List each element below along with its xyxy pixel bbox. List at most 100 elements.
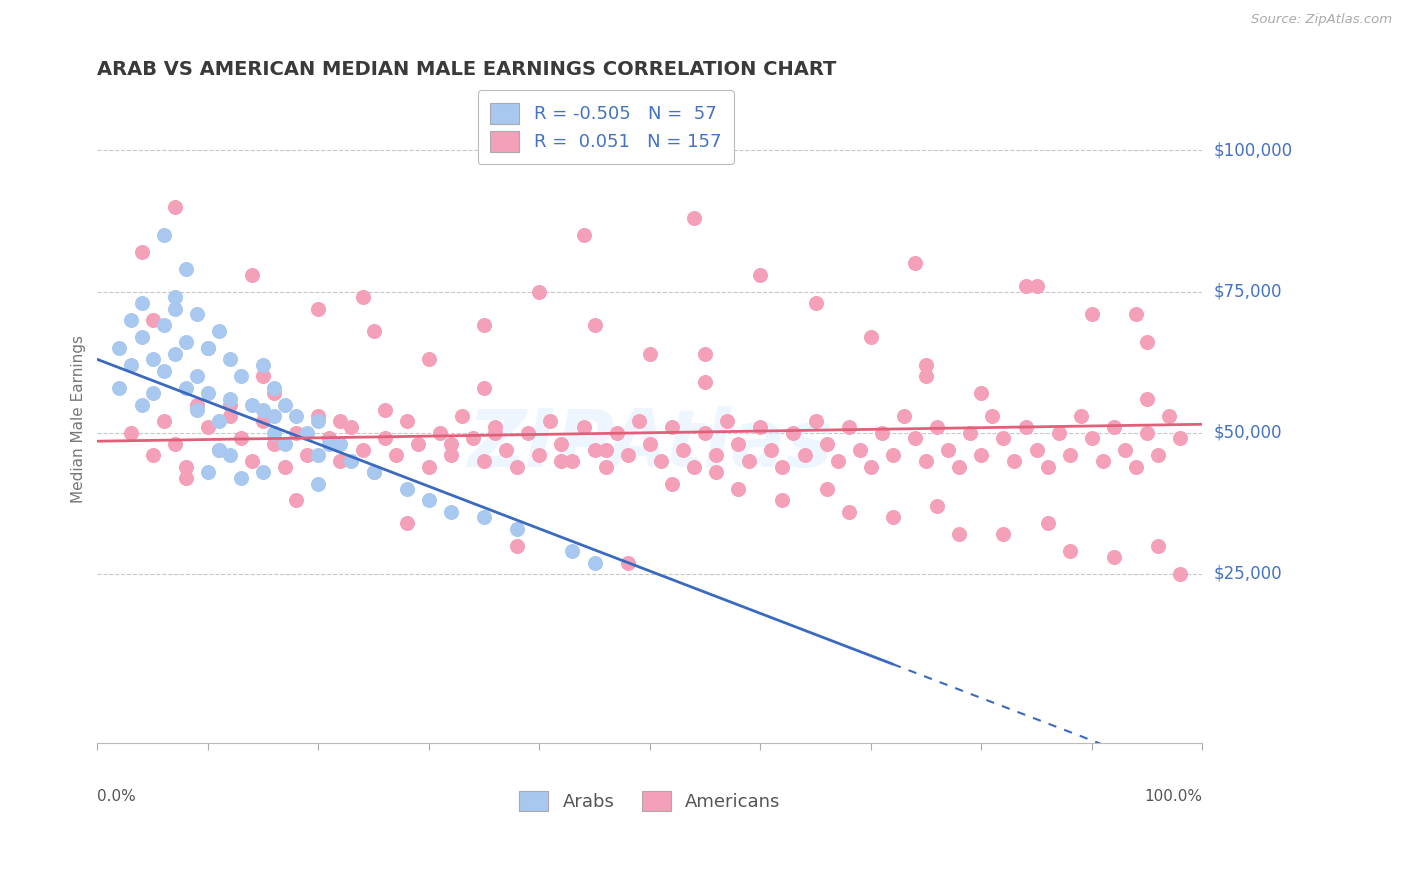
Point <box>904 431 927 445</box>
Point <box>219 352 242 367</box>
Point <box>727 437 749 451</box>
Point <box>208 442 231 457</box>
Point <box>1168 431 1191 445</box>
Point <box>174 262 197 277</box>
Point <box>1147 448 1170 462</box>
Point <box>1159 409 1181 423</box>
Point <box>1036 516 1059 530</box>
Point <box>219 448 242 462</box>
Point <box>219 409 242 423</box>
Point <box>683 459 706 474</box>
Point <box>1081 431 1104 445</box>
Point <box>1014 279 1036 293</box>
Point <box>363 465 385 479</box>
Point <box>208 414 231 428</box>
Point <box>472 381 495 395</box>
Point <box>142 313 165 327</box>
Point <box>229 369 252 384</box>
Text: ZIPAtlas: ZIPAtlas <box>467 406 832 483</box>
Point <box>274 437 297 451</box>
Point <box>352 290 374 304</box>
Point <box>1081 307 1104 321</box>
Point <box>981 409 1004 423</box>
Point <box>163 347 186 361</box>
Point <box>827 454 849 468</box>
Point <box>936 442 959 457</box>
Point <box>1125 307 1147 321</box>
Point <box>307 409 329 423</box>
Point <box>1136 425 1159 440</box>
Point <box>838 420 860 434</box>
Point <box>1102 549 1125 564</box>
Point <box>274 397 297 411</box>
Point <box>252 369 274 384</box>
Point <box>638 347 661 361</box>
Point <box>484 420 506 434</box>
Point <box>772 459 794 474</box>
Y-axis label: Median Male Earnings: Median Male Earnings <box>72 334 86 502</box>
Point <box>307 476 329 491</box>
Point <box>704 448 727 462</box>
Point <box>163 301 186 316</box>
Point <box>363 324 385 338</box>
Point <box>307 301 329 316</box>
Point <box>859 459 882 474</box>
Point <box>693 375 716 389</box>
Point <box>595 442 617 457</box>
Point <box>749 420 772 434</box>
Point <box>252 465 274 479</box>
Point <box>329 454 352 468</box>
Point <box>352 442 374 457</box>
Point <box>186 403 208 417</box>
Point <box>893 409 915 423</box>
Point <box>595 459 617 474</box>
Point <box>395 482 418 496</box>
Point <box>152 414 174 428</box>
Point <box>297 448 319 462</box>
Point <box>804 414 827 428</box>
Point <box>1070 409 1092 423</box>
Point <box>461 431 484 445</box>
Point <box>120 425 142 440</box>
Point <box>550 437 572 451</box>
Point <box>472 454 495 468</box>
Text: 100.0%: 100.0% <box>1144 789 1202 804</box>
Point <box>163 437 186 451</box>
Point <box>229 431 252 445</box>
Point <box>583 318 606 333</box>
Point <box>859 330 882 344</box>
Point <box>927 420 949 434</box>
Point <box>240 397 263 411</box>
Point <box>815 437 838 451</box>
Point <box>131 245 153 260</box>
Text: ARAB VS AMERICAN MEDIAN MALE EARNINGS CORRELATION CHART: ARAB VS AMERICAN MEDIAN MALE EARNINGS CO… <box>97 60 837 78</box>
Point <box>472 318 495 333</box>
Point <box>197 420 219 434</box>
Point <box>583 556 606 570</box>
Point <box>108 341 131 355</box>
Point <box>174 381 197 395</box>
Point <box>152 318 174 333</box>
Point <box>561 454 583 468</box>
Point <box>186 369 208 384</box>
Point <box>186 397 208 411</box>
Point <box>1102 420 1125 434</box>
Text: 0.0%: 0.0% <box>97 789 136 804</box>
Point <box>406 437 429 451</box>
Point <box>749 268 772 282</box>
Point <box>142 352 165 367</box>
Point <box>738 454 761 468</box>
Point <box>495 442 517 457</box>
Point <box>616 448 638 462</box>
Point <box>572 420 595 434</box>
Point <box>186 307 208 321</box>
Point <box>882 510 904 524</box>
Point <box>108 381 131 395</box>
Point <box>993 431 1015 445</box>
Point <box>1025 442 1047 457</box>
Point <box>793 448 815 462</box>
Point <box>661 476 683 491</box>
Point <box>1025 279 1047 293</box>
Point <box>440 505 463 519</box>
Point <box>252 358 274 372</box>
